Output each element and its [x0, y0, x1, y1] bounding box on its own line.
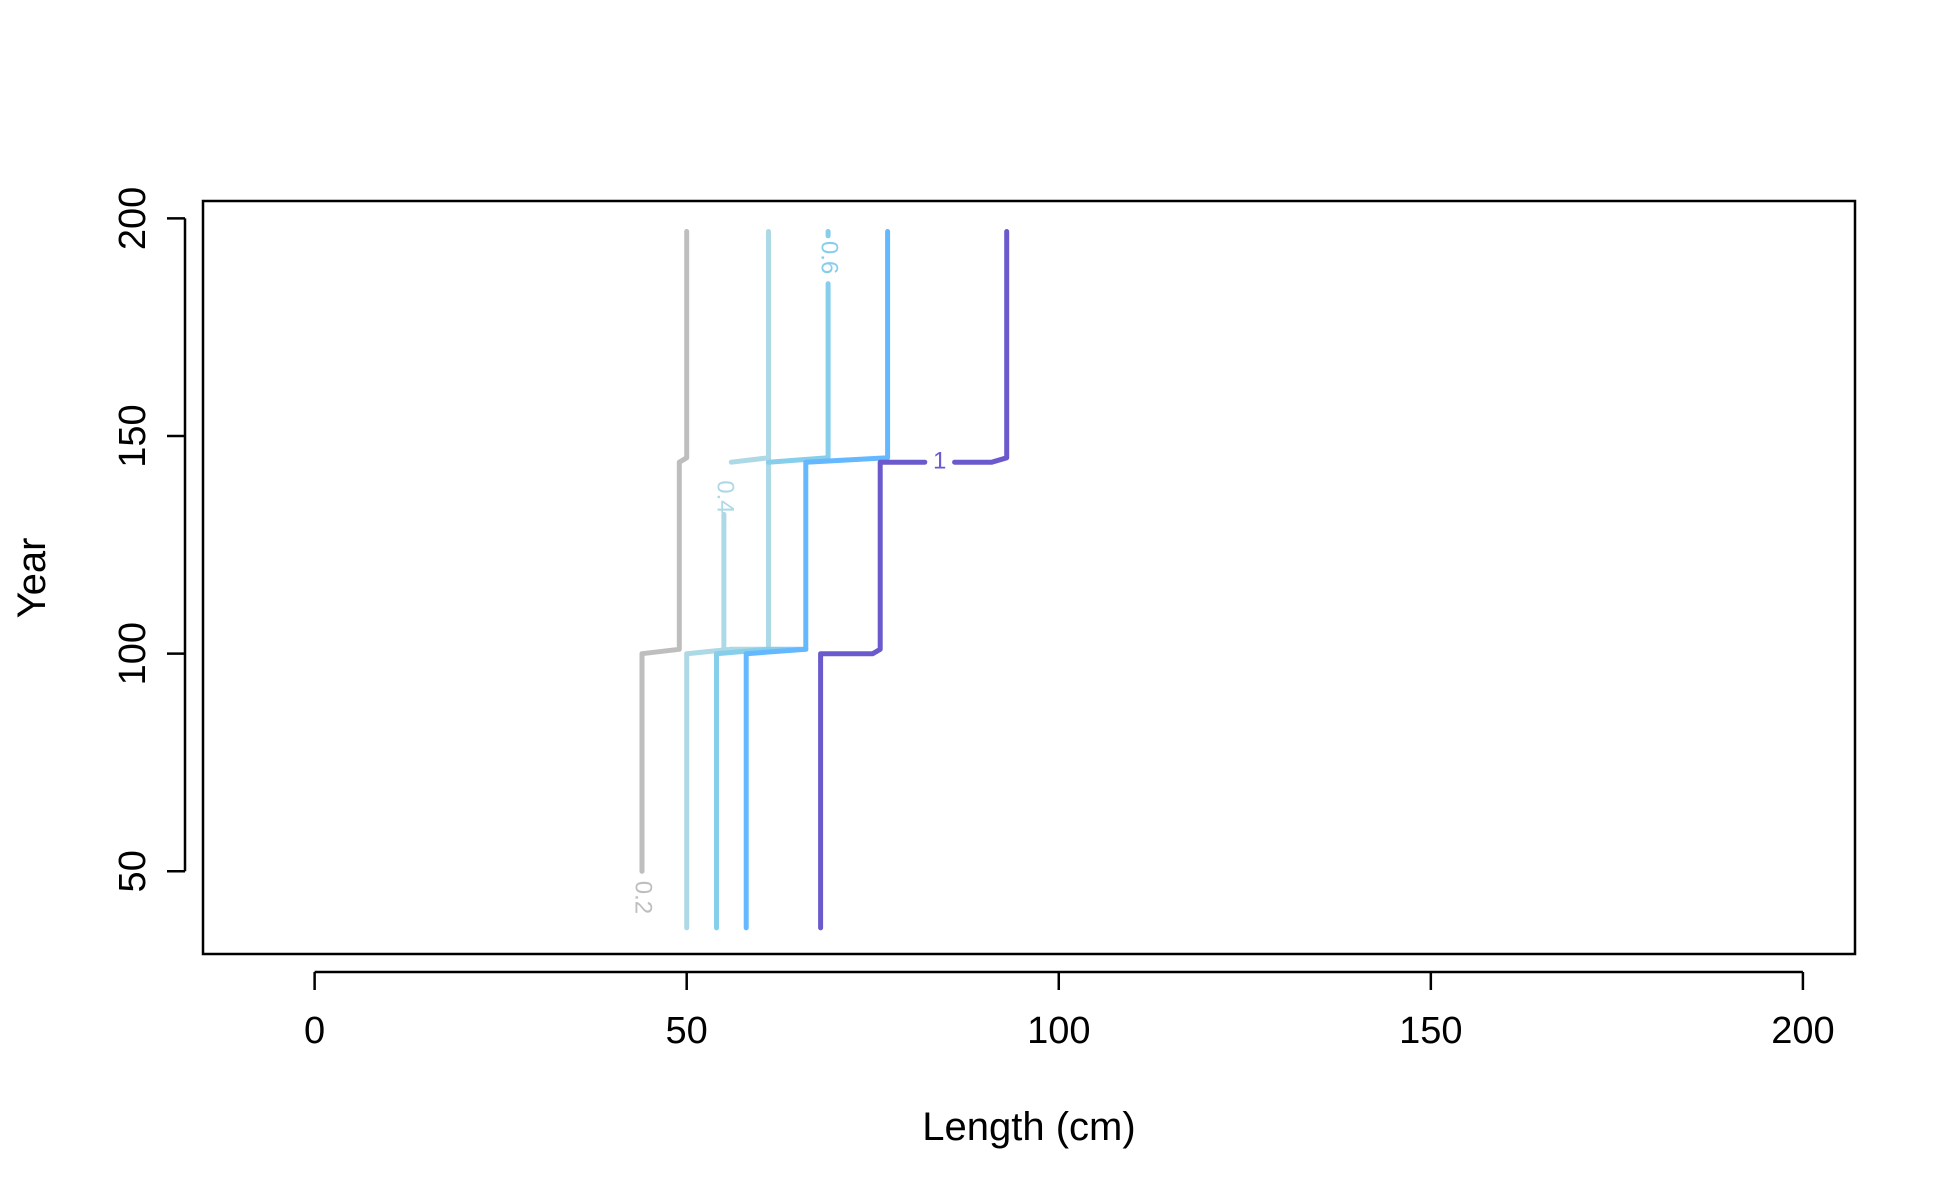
contour-line-0-2 — [639, 229, 690, 874]
contour-labels: 0.2 0.4 0.6 1 — [630, 241, 947, 914]
x-tick-label: 100 — [1027, 1010, 1090, 1052]
contour-line-1 — [818, 459, 928, 931]
y-tick-label: 100 — [112, 622, 154, 685]
contour-label-0-6: 0.6 — [816, 241, 843, 274]
y-tick-label: 50 — [112, 850, 154, 892]
contour-label-0-4: 0.4 — [712, 480, 739, 513]
contour-line-1 — [952, 229, 1010, 465]
x-axis-title: Length (cm) — [922, 1105, 1135, 1149]
x-tick-label: 0 — [304, 1010, 325, 1052]
x-tick-label: 200 — [1771, 1010, 1834, 1052]
contour-label-1: 1 — [933, 447, 946, 474]
contour-line-0-8 — [743, 229, 891, 931]
y-axis-title: Year — [10, 538, 54, 619]
contour-lines — [639, 229, 1010, 931]
plot-frame — [201, 199, 1857, 956]
contour-line-0-6 — [714, 646, 771, 931]
x-tick-label: 50 — [666, 1010, 708, 1052]
x-tick-label: 150 — [1399, 1010, 1462, 1052]
contour-label-0-2: 0.2 — [630, 881, 657, 914]
y-tick-label: 150 — [112, 404, 154, 467]
y-axis: 50 100 150 200 — [112, 187, 187, 892]
contour-line-0-6 — [766, 281, 831, 465]
contour-line-0-4 — [684, 646, 734, 931]
y-tick-label: 200 — [112, 187, 154, 250]
x-axis: 0 50 100 150 200 — [304, 970, 1835, 1052]
